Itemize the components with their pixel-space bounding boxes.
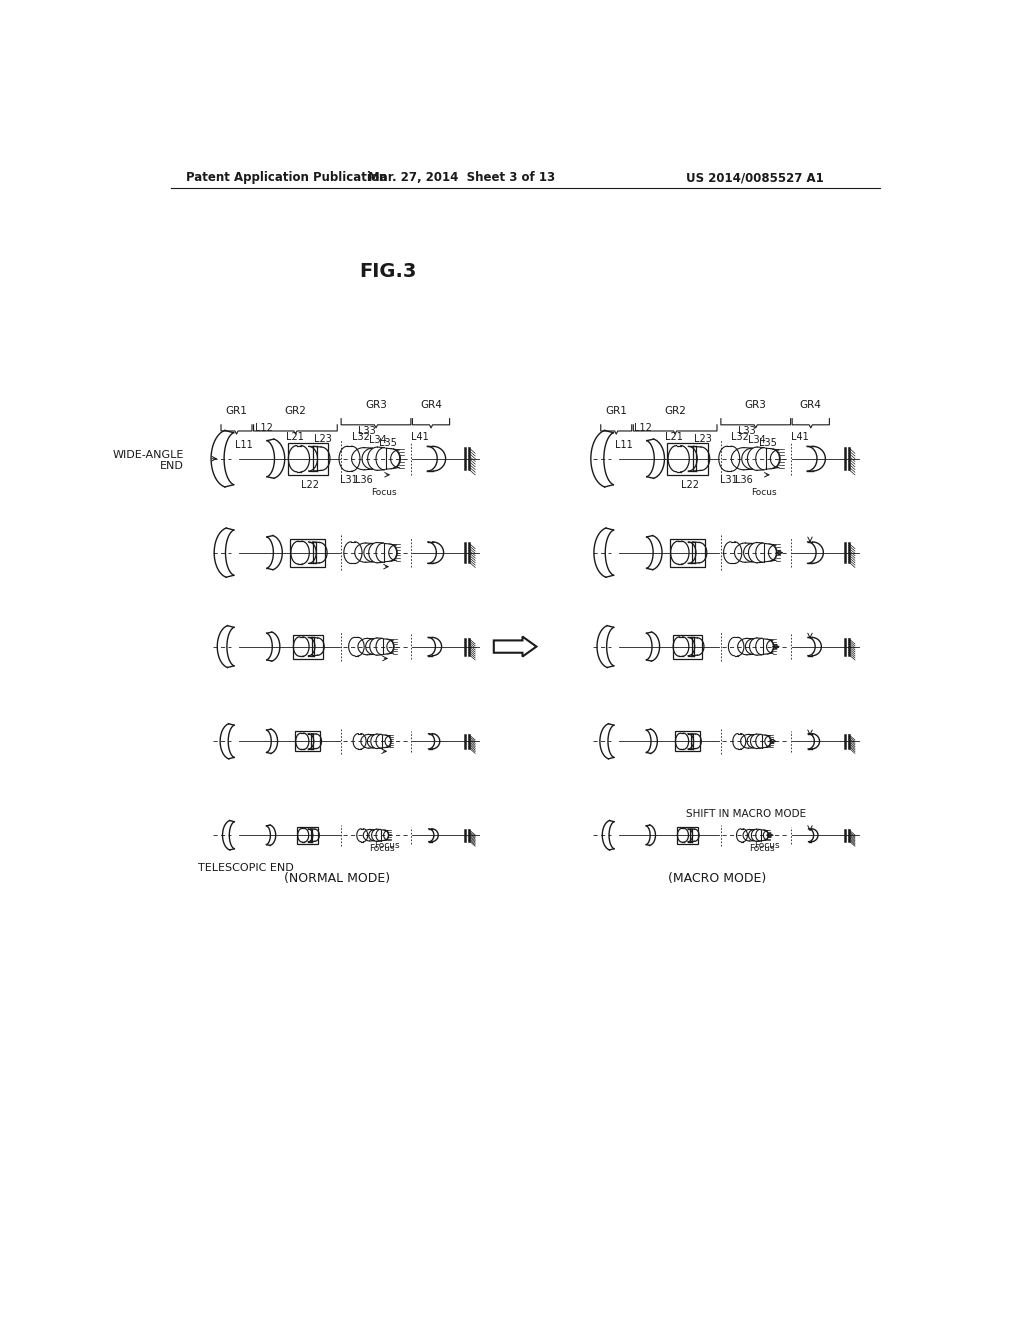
Text: L34: L34: [749, 436, 766, 445]
Text: L31: L31: [340, 475, 357, 486]
Text: GR2: GR2: [665, 407, 686, 416]
Text: L23: L23: [314, 434, 332, 444]
Text: L34: L34: [369, 436, 386, 445]
Text: L21: L21: [286, 432, 303, 442]
Bar: [670, 539, 706, 566]
Text: Focus: Focus: [370, 845, 395, 853]
Text: L41: L41: [412, 432, 429, 442]
Text: GR1: GR1: [605, 407, 627, 416]
Text: GR2: GR2: [285, 407, 306, 416]
Text: L33: L33: [357, 426, 376, 436]
Bar: [675, 731, 700, 751]
Bar: [677, 826, 698, 843]
Text: END: END: [160, 462, 183, 471]
Text: L21: L21: [666, 432, 683, 442]
Text: L32: L32: [731, 432, 750, 442]
FancyArrow shape: [494, 636, 537, 656]
Text: GR1: GR1: [225, 407, 248, 416]
Text: GR4: GR4: [420, 400, 442, 409]
Text: Patent Application Publication: Patent Application Publication: [186, 172, 387, 185]
Text: (NORMAL MODE): (NORMAL MODE): [285, 871, 390, 884]
Text: L32: L32: [351, 432, 370, 442]
Text: L31: L31: [720, 475, 737, 486]
Text: L33: L33: [737, 426, 756, 436]
Text: Focus: Focus: [755, 841, 780, 850]
Text: L12: L12: [255, 422, 272, 433]
Bar: [288, 442, 328, 475]
Text: L36: L36: [355, 475, 374, 486]
Text: L11: L11: [614, 440, 633, 450]
Text: Mar. 27, 2014  Sheet 3 of 13: Mar. 27, 2014 Sheet 3 of 13: [368, 172, 555, 185]
Text: Focus: Focus: [751, 488, 776, 498]
Text: Focus: Focus: [371, 488, 396, 498]
Text: (MACRO MODE): (MACRO MODE): [668, 871, 766, 884]
Bar: [295, 731, 321, 751]
Text: GR3: GR3: [744, 400, 767, 409]
Text: Focus: Focus: [375, 841, 400, 850]
Text: L35: L35: [380, 438, 397, 449]
Bar: [668, 442, 708, 475]
Text: L11: L11: [234, 440, 253, 450]
Text: US 2014/0085527 A1: US 2014/0085527 A1: [686, 172, 823, 185]
Text: GR4: GR4: [800, 400, 821, 409]
Bar: [673, 635, 702, 659]
Text: L12: L12: [635, 422, 652, 433]
Text: L22: L22: [681, 480, 698, 490]
Bar: [293, 635, 323, 659]
Text: TELESCOPIC END: TELESCOPIC END: [198, 862, 294, 873]
Text: L41: L41: [792, 432, 809, 442]
Text: SHIFT IN MACRO MODE: SHIFT IN MACRO MODE: [686, 809, 806, 820]
Bar: [297, 826, 318, 843]
Text: FIG.3: FIG.3: [359, 263, 417, 281]
Text: L22: L22: [301, 480, 319, 490]
Text: L35: L35: [759, 438, 777, 449]
Text: GR3: GR3: [366, 400, 387, 409]
Text: L23: L23: [694, 434, 712, 444]
Text: L36: L36: [735, 475, 753, 486]
Text: Focus: Focus: [750, 845, 775, 853]
Text: WIDE-ANGLE: WIDE-ANGLE: [113, 450, 183, 459]
Bar: [290, 539, 326, 566]
